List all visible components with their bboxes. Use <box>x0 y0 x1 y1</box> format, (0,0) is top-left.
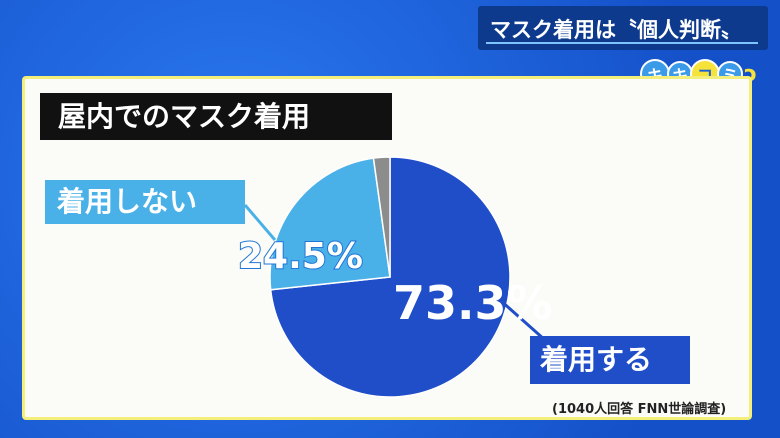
source-note: (1040人回答 FNN世論調査) <box>552 402 727 417</box>
value-yes: 73.3% <box>393 276 553 330</box>
headline: マスク着用は〝個人判断〟 <box>490 18 742 42</box>
value-no: 24.5% <box>237 235 364 278</box>
leader-line-no <box>243 204 277 241</box>
underline <box>486 42 758 44</box>
label-no: 着用しない <box>45 180 245 224</box>
chart-title: 屋内でのマスク着用 <box>40 93 392 140</box>
leader-line-yes <box>499 298 546 342</box>
label-yes: 着用する <box>530 336 690 384</box>
pie-slice-2 <box>372 156 391 278</box>
headline-banner: マスク着用は〝個人判断〟 <box>478 6 768 50</box>
pie-slice-1 <box>269 157 391 291</box>
